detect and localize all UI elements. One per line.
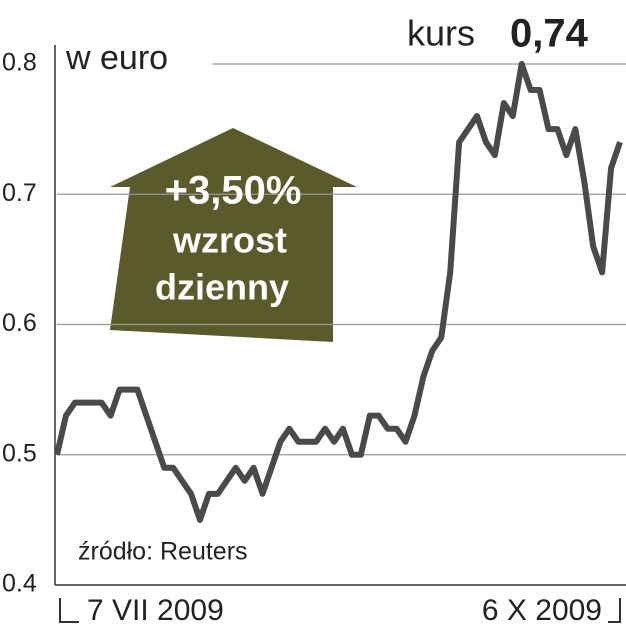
source: źródło: Reuters	[78, 538, 248, 566]
badge-line2: dzienny	[155, 267, 289, 308]
badge-arrow	[110, 128, 357, 342]
y-tick-label: 0.6	[2, 309, 37, 337]
headline-value: 0,74	[510, 12, 589, 56]
badge-change: +3,50%	[165, 169, 302, 213]
x-tick-bracket	[608, 598, 621, 623]
badge-line1: wzrost	[172, 220, 287, 261]
x-tick-label: 6 X 2009	[482, 594, 602, 627]
y-tick-label: 0.5	[2, 439, 37, 467]
x-tick-label: 7 VII 2009	[87, 594, 224, 627]
unit-label: w euro	[65, 39, 168, 77]
x-tick-bracket	[59, 598, 79, 623]
y-tick-label: 0.7	[2, 179, 37, 207]
headline-label: kurs	[407, 13, 475, 54]
y-tick-label: 0.4	[2, 570, 37, 598]
price-line	[54, 61, 623, 523]
y-tick-label: 0.8	[2, 49, 37, 77]
